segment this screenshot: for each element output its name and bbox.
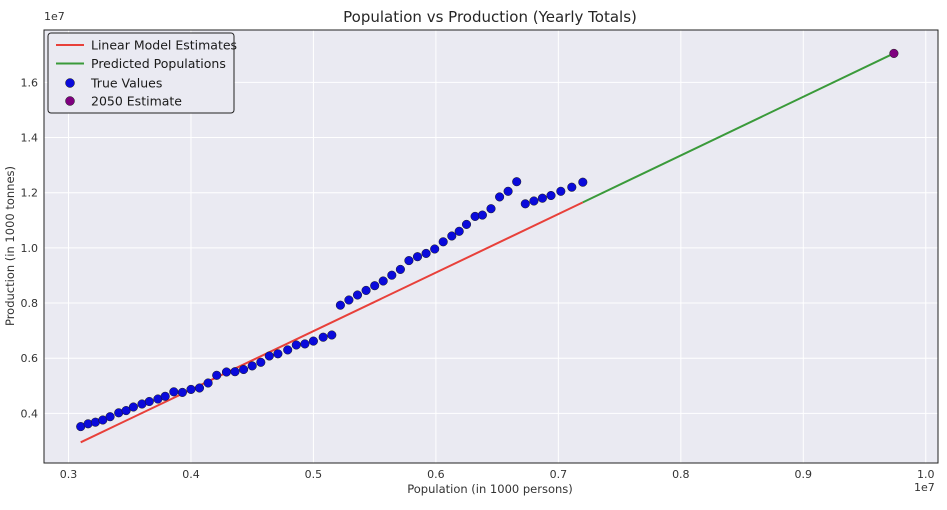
point-true-values xyxy=(221,367,232,377)
series-lines xyxy=(80,52,895,444)
x-offset-label: 1e7 xyxy=(914,481,935,494)
x-tick-label: 0.4 xyxy=(182,468,200,481)
point-true-values xyxy=(578,177,588,187)
point-true-values xyxy=(438,237,448,247)
point-true-values xyxy=(546,190,556,201)
point-true-values xyxy=(344,295,354,305)
series-line-predicted-populations xyxy=(582,52,895,204)
point-true-values xyxy=(160,391,170,401)
point-true-values xyxy=(447,231,457,241)
x-tick-label: 0.9 xyxy=(795,468,813,481)
legend-label-true-values: True Values xyxy=(90,76,162,91)
point-true-values xyxy=(283,345,293,355)
point-true-values xyxy=(230,367,240,377)
point-true-values xyxy=(203,378,213,388)
point-true-values xyxy=(529,196,539,206)
point-true-values xyxy=(291,340,301,350)
point-true-values xyxy=(556,186,566,196)
point-true-values xyxy=(186,384,196,394)
x-tick-label: 0.8 xyxy=(672,468,690,481)
x-tick-label: 1.0 xyxy=(917,468,935,481)
y-tick-label: 1.6 xyxy=(21,76,39,89)
legend-label-predicted-populations: Predicted Populations xyxy=(91,56,226,71)
grid xyxy=(44,30,938,463)
point-true-values xyxy=(387,270,397,280)
point-true-values xyxy=(430,244,440,254)
y-tick-label: 1.4 xyxy=(21,132,39,145)
legend-label-2050-estimate: 2050 Estimate xyxy=(91,94,182,109)
point-true-values xyxy=(318,332,328,342)
point-true-values xyxy=(327,330,337,340)
point-true-values xyxy=(495,192,505,202)
y-offset-label: 1e7 xyxy=(44,10,65,23)
point-true-values xyxy=(194,383,205,393)
point-true-values xyxy=(239,364,249,375)
point-true-values xyxy=(370,281,380,291)
series-line-linear-model-estimates xyxy=(80,201,584,444)
y-tick-label: 0.6 xyxy=(21,352,39,365)
point-true-values xyxy=(300,339,310,349)
point-true-values xyxy=(105,412,115,422)
point-true-values xyxy=(421,248,431,258)
point-true-values xyxy=(264,351,274,361)
point-true-values xyxy=(361,285,371,295)
point-true-values xyxy=(520,199,530,209)
point-true-values xyxy=(335,300,345,310)
point-true-values xyxy=(461,219,472,229)
x-tick-label: 0.7 xyxy=(550,468,568,481)
y-axis-label: Production (in 1000 tonnes) xyxy=(3,166,17,326)
point-2050-estimate xyxy=(889,48,899,58)
point-true-values xyxy=(512,177,522,187)
point-true-values xyxy=(352,290,363,300)
point-true-values xyxy=(212,370,222,380)
point-true-values xyxy=(454,226,464,236)
point-true-values xyxy=(503,186,513,196)
x-axis-ticks: 0.3 0.4 0.5 0.6 0.7 0.8 0.9 1.0 xyxy=(60,468,935,481)
y-axis-ticks: 0.4 0.6 0.8 1.0 1.2 1.4 1.6 xyxy=(21,76,39,420)
legend-box xyxy=(47,32,235,114)
point-true-values xyxy=(378,276,388,286)
point-true-values xyxy=(177,387,187,397)
x-tick-label: 0.3 xyxy=(60,468,78,481)
legend-swatch-true-values xyxy=(65,78,75,88)
point-true-values xyxy=(121,406,131,416)
x-tick-label: 0.5 xyxy=(305,468,323,481)
y-tick-label: 1.0 xyxy=(21,242,39,255)
y-tick-label: 0.8 xyxy=(21,297,39,310)
point-true-values xyxy=(567,182,577,192)
point-true-values xyxy=(256,357,266,367)
x-tick-label: 0.6 xyxy=(427,468,445,481)
y-tick-label: 0.4 xyxy=(21,407,39,420)
point-true-values xyxy=(144,396,154,407)
y-tick-label: 1.2 xyxy=(21,187,39,200)
legend: Linear Model Estimates Predicted Populat… xyxy=(47,32,237,114)
point-true-values xyxy=(412,252,423,262)
point-true-values xyxy=(486,204,496,214)
point-true-values xyxy=(169,387,179,397)
point-true-values xyxy=(537,193,547,203)
point-true-values xyxy=(395,264,405,274)
point-true-values xyxy=(404,256,414,266)
point-true-values xyxy=(247,361,257,371)
point-true-values xyxy=(273,349,283,359)
plot-frame xyxy=(43,29,939,464)
point-true-values xyxy=(308,336,318,346)
series-points xyxy=(76,48,899,432)
chart-title: Population vs Production (Yearly Totals) xyxy=(343,8,637,26)
legend-swatch-2050-estimate xyxy=(65,96,75,106)
point-true-values xyxy=(477,210,487,220)
x-axis-label: Population (in 1000 persons) xyxy=(407,482,573,496)
legend-label-linear-model: Linear Model Estimates xyxy=(91,38,237,53)
point-true-values xyxy=(128,402,138,412)
